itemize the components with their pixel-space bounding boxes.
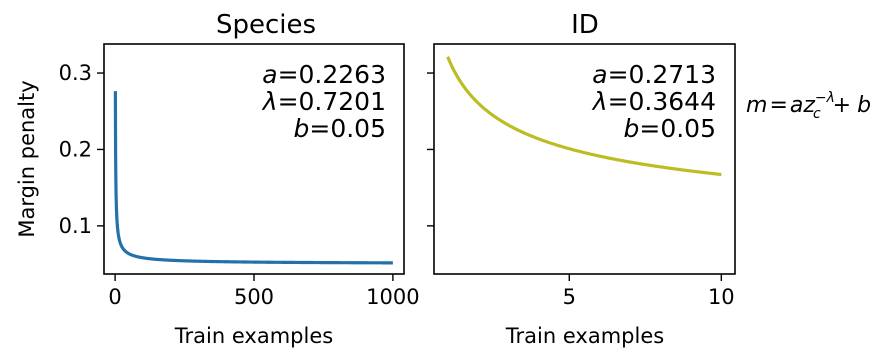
x-tick-label: 10 xyxy=(708,285,735,309)
y-tick-label: 0.1 xyxy=(59,214,92,238)
id-xlabel: Train examples xyxy=(505,324,664,348)
id-ticks: 5 10 xyxy=(427,72,735,309)
y-tick-label: 0.2 xyxy=(59,137,92,161)
id-param-a: a=0.2713 xyxy=(592,60,716,89)
species-param-b: b=0.05 xyxy=(294,114,387,143)
id-panel: ID 5 10 a=0.2713 λ=0.3644 b=0.05 Train ex… xyxy=(427,10,736,348)
x-tick-label: 1000 xyxy=(366,285,419,309)
species-ylabel: Margin penalty xyxy=(15,80,39,237)
id-title: ID xyxy=(571,10,599,40)
species-title: Species xyxy=(216,10,316,40)
species-curve xyxy=(113,91,393,265)
id-param-b: b=0.05 xyxy=(624,114,717,143)
x-tick-label: 5 xyxy=(563,285,576,309)
species-panel: Species 0 500 1000 0.1 0.2 0.3 a=0.2263 λ=0.7… xyxy=(15,10,420,348)
species-param-a: a=0.2263 xyxy=(262,60,386,89)
id-param-lambda: λ=0.3644 xyxy=(591,87,716,116)
x-tick-label: 500 xyxy=(234,285,274,309)
species-param-lambda: λ=0.7201 xyxy=(261,87,386,116)
id-plot-frame xyxy=(433,43,736,275)
model-formula: m=az−λ c + b xyxy=(746,90,871,122)
species-xlabel: Train examples xyxy=(174,324,333,348)
y-tick-label: 0.3 xyxy=(59,61,92,85)
species-ticks: 0 500 1000 0.1 0.2 0.3 xyxy=(59,61,420,309)
id-curve xyxy=(446,56,722,177)
x-tick-label: 0 xyxy=(108,285,121,309)
